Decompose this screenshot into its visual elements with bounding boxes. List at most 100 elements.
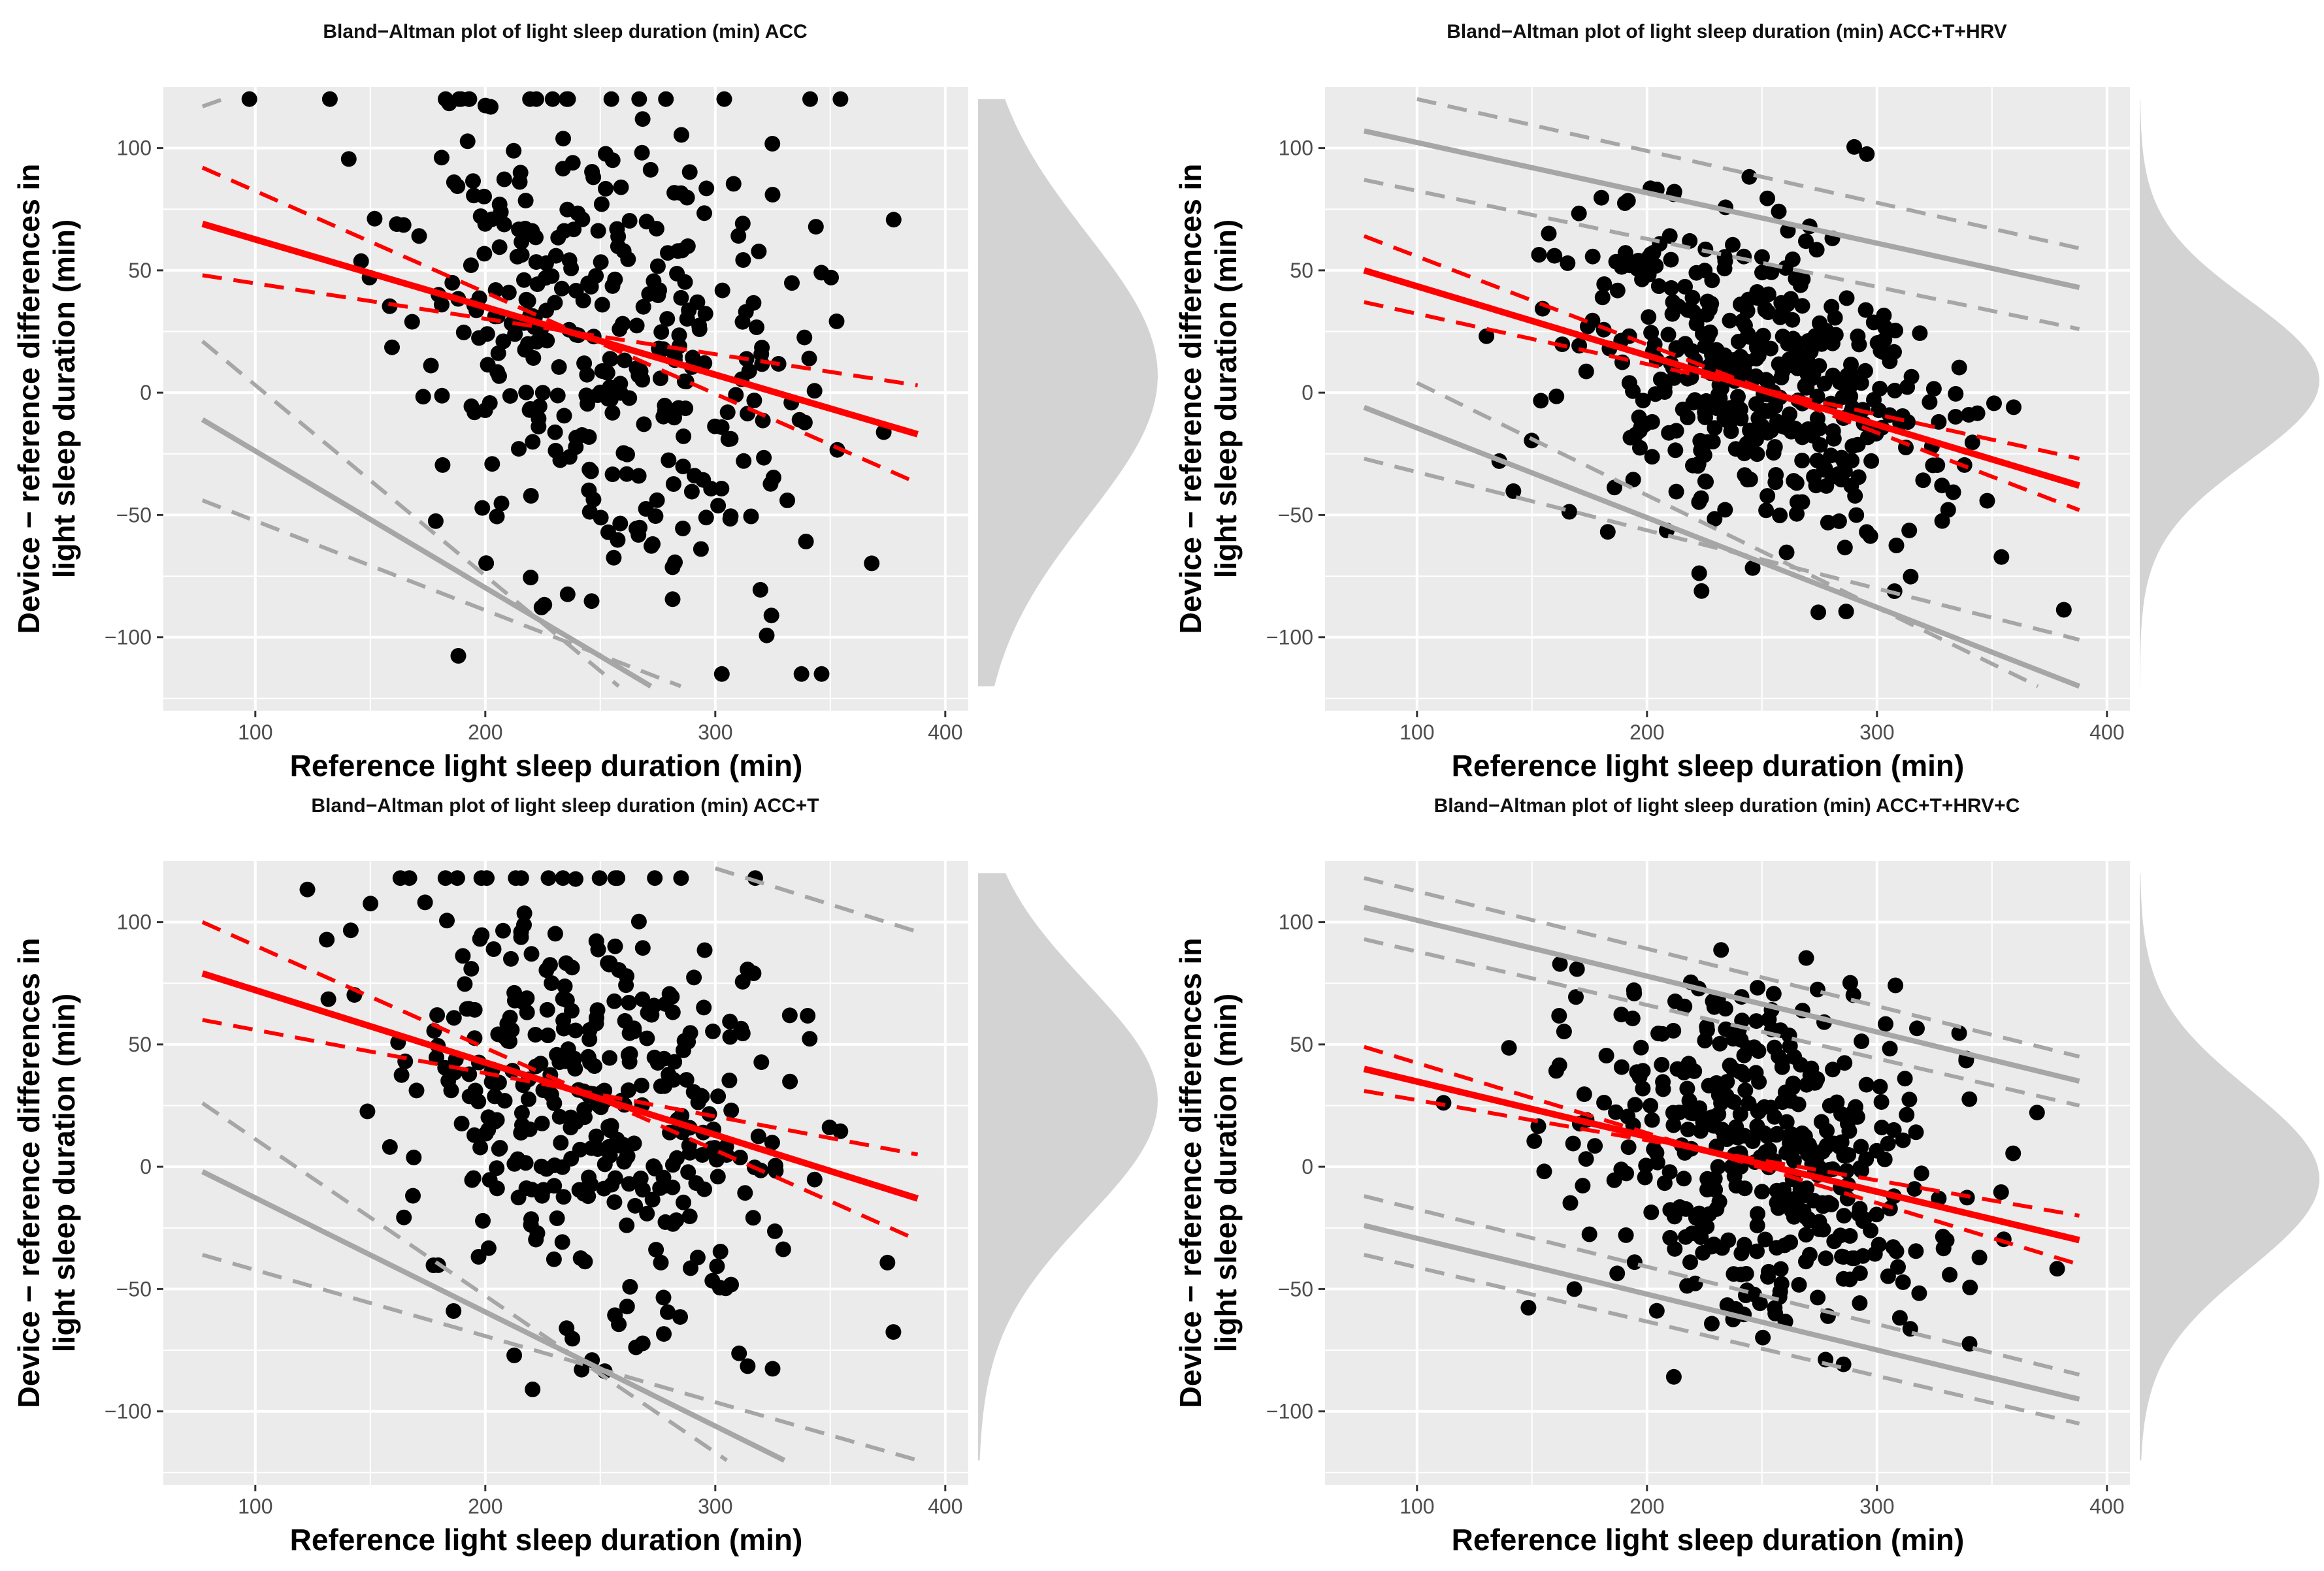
data-point bbox=[698, 180, 715, 197]
data-point bbox=[1722, 312, 1738, 329]
data-point bbox=[801, 350, 817, 366]
data-point bbox=[1819, 1137, 1835, 1154]
data-point bbox=[559, 586, 576, 602]
data-point bbox=[1606, 1172, 1622, 1188]
data-point bbox=[1857, 363, 1873, 379]
data-point bbox=[506, 142, 522, 159]
data-point bbox=[864, 555, 880, 572]
y-tick-label: 50 bbox=[1290, 259, 1313, 282]
data-point bbox=[680, 1164, 696, 1180]
data-point bbox=[1617, 245, 1633, 261]
data-point bbox=[539, 1001, 555, 1018]
data-point bbox=[1948, 385, 1964, 402]
data-point bbox=[1649, 1154, 1665, 1171]
data-point bbox=[553, 280, 570, 297]
data-point bbox=[784, 275, 800, 291]
data-point bbox=[1759, 190, 1775, 206]
data-point bbox=[602, 351, 619, 367]
data-point bbox=[479, 326, 495, 342]
x-tick-label: 300 bbox=[698, 1495, 732, 1518]
data-point bbox=[1863, 453, 1880, 469]
data-points bbox=[241, 91, 902, 682]
data-point bbox=[1679, 370, 1695, 387]
data-point bbox=[523, 570, 539, 586]
data-point bbox=[1635, 393, 1651, 409]
data-point bbox=[575, 293, 591, 309]
data-point bbox=[1880, 1268, 1896, 1284]
data-point bbox=[1863, 1222, 1879, 1239]
data-point bbox=[417, 894, 433, 911]
data-point bbox=[466, 1127, 482, 1143]
data-point bbox=[806, 1171, 823, 1188]
data-point bbox=[723, 1102, 740, 1118]
y-tick-label: 100 bbox=[117, 137, 152, 160]
data-point bbox=[1660, 327, 1677, 343]
data-point bbox=[749, 319, 764, 335]
data-point bbox=[1844, 438, 1861, 454]
data-point bbox=[653, 1078, 669, 1094]
data-point bbox=[429, 1007, 446, 1023]
data-point bbox=[885, 1324, 902, 1340]
data-point bbox=[496, 171, 512, 187]
data-point bbox=[604, 404, 621, 421]
data-point bbox=[574, 1361, 590, 1378]
data-point bbox=[491, 368, 507, 384]
data-point bbox=[489, 1180, 505, 1197]
data-point bbox=[1710, 1087, 1727, 1103]
x-tick-label: 200 bbox=[1629, 721, 1664, 744]
data-point bbox=[1778, 260, 1793, 276]
data-point bbox=[759, 627, 775, 643]
data-point bbox=[1648, 1303, 1665, 1319]
data-point bbox=[1736, 445, 1752, 462]
data-point bbox=[1680, 1122, 1696, 1138]
data-point bbox=[1841, 1147, 1857, 1163]
data-point bbox=[527, 1027, 544, 1043]
data-point bbox=[719, 404, 736, 421]
data-point bbox=[696, 355, 713, 371]
data-point bbox=[552, 452, 568, 468]
data-point bbox=[1703, 398, 1719, 414]
data-point bbox=[534, 385, 551, 401]
data-point bbox=[513, 929, 529, 945]
data-point bbox=[621, 995, 637, 1011]
data-point bbox=[689, 294, 706, 310]
data-point bbox=[1733, 1031, 1749, 1048]
data-point bbox=[476, 246, 493, 262]
data-point bbox=[676, 1033, 693, 1049]
data-point bbox=[1782, 1038, 1798, 1054]
y-axis-label: Device − reference differences inlight s… bbox=[1173, 164, 1243, 634]
data-point bbox=[581, 429, 597, 445]
data-point bbox=[1706, 1237, 1722, 1253]
data-point bbox=[652, 1180, 668, 1196]
data-point bbox=[678, 374, 695, 389]
data-point bbox=[1692, 432, 1709, 449]
data-point bbox=[560, 91, 576, 107]
data-point bbox=[2005, 1145, 2021, 1161]
data-point bbox=[382, 1139, 398, 1155]
data-point bbox=[1794, 1126, 1810, 1141]
data-point bbox=[472, 1139, 489, 1156]
data-point bbox=[525, 434, 541, 450]
data-point bbox=[1867, 1246, 1883, 1262]
data-point bbox=[1842, 975, 1858, 991]
data-point bbox=[752, 581, 768, 598]
data-point bbox=[1772, 309, 1788, 325]
data-point bbox=[1696, 447, 1712, 463]
data-point bbox=[730, 228, 747, 244]
data-point bbox=[832, 91, 849, 107]
data-point bbox=[580, 1188, 597, 1205]
data-point bbox=[615, 445, 632, 461]
y-axis-label-line: light sleep duration (min) bbox=[1209, 994, 1243, 1352]
data-point bbox=[1853, 1139, 1869, 1155]
data-point bbox=[1979, 493, 1995, 509]
data-point bbox=[1901, 523, 1918, 539]
data-point bbox=[612, 515, 629, 532]
data-point bbox=[363, 896, 379, 912]
data-point bbox=[1801, 1246, 1818, 1263]
data-point bbox=[1505, 483, 1522, 499]
data-point bbox=[1730, 389, 1746, 405]
bias-ci-line bbox=[201, 920, 919, 1242]
data-point bbox=[1804, 370, 1820, 387]
data-point bbox=[524, 223, 540, 239]
data-point bbox=[401, 870, 417, 886]
